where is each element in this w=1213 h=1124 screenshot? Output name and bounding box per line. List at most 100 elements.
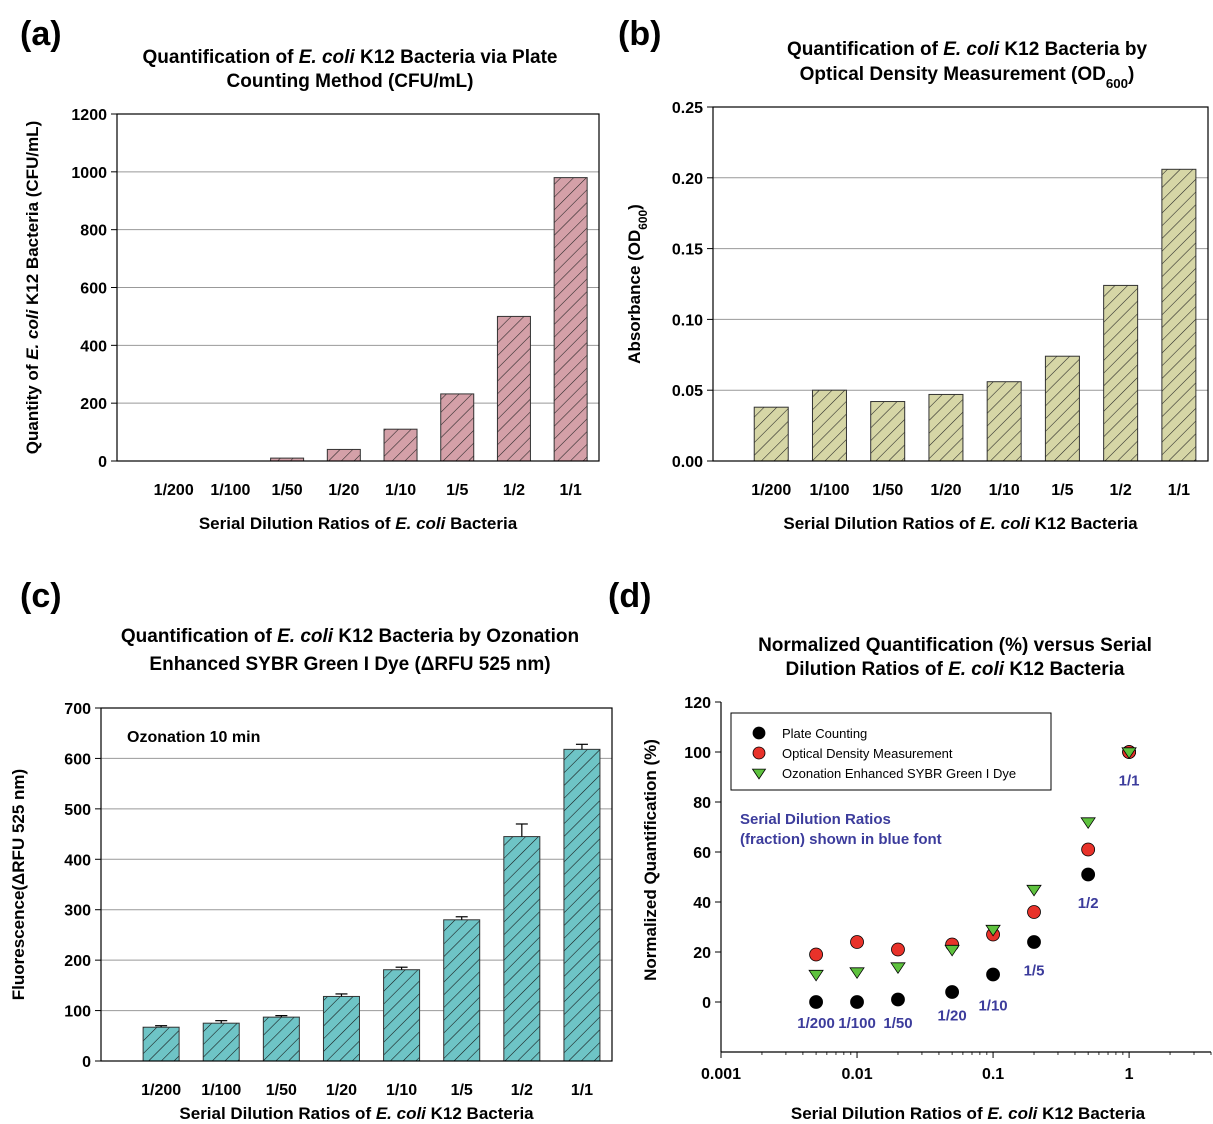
legend-label: Ozonation Enhanced SYBR Green I Dye <box>782 766 1016 781</box>
x-tick-label: 1/1 <box>1168 482 1190 499</box>
panel-label-d: (d) <box>608 577 651 615</box>
bar <box>383 428 418 462</box>
chart-b: Quantification of E. coli K12 Bacteria b… <box>625 39 1209 533</box>
x-tick-label: 1/200 <box>141 1082 181 1099</box>
x-tick-label: 1/1 <box>560 482 582 499</box>
data-point-circle <box>1027 905 1041 919</box>
x-axis-label-part: Serial Dilution Ratios of <box>783 514 979 533</box>
x-axis-label: Serial Dilution Ratios of E. coli K12 Ba… <box>783 514 1138 533</box>
y-axis-label-part: Fluorescence(ΔRFU 525 nm) <box>9 769 28 1000</box>
x-tick-label: 0.001 <box>701 1066 741 1083</box>
data-point-circle <box>850 935 864 949</box>
chart-title-part: Enhanced SYBR Green I Dye (ΔRFU 525 nm) <box>149 654 550 675</box>
x-axis-label-part: Serial Dilution Ratios of <box>199 514 395 533</box>
x-tick-label: 1/50 <box>266 1082 297 1099</box>
chart-title: Optical Density Measurement (OD600) <box>800 64 1135 91</box>
y-tick-label: 500 <box>64 802 91 819</box>
legend-label: Optical Density Measurement <box>782 746 953 761</box>
chart-title-part: Counting Method (CFU/mL) <box>227 71 474 92</box>
chart-d: Normalized Quantification (%) versus Ser… <box>641 635 1212 1123</box>
x-tick-label: 1/50 <box>272 482 303 499</box>
legend-label: Plate Counting <box>782 726 867 741</box>
x-tick-label: 1/1 <box>571 1082 593 1099</box>
legend-marker <box>751 768 767 780</box>
annotation: Serial Dilution Ratios <box>740 811 891 828</box>
x-tick-label: 1/5 <box>451 1082 473 1099</box>
y-axis-label-part: K12 Bacteria (CFU/mL) <box>23 121 42 310</box>
x-tick-label: 1/20 <box>328 482 359 499</box>
bar <box>503 836 541 1062</box>
dilution-label: 1/20 <box>938 1008 967 1025</box>
x-axis-label-part: K12 Bacteria <box>426 1104 534 1123</box>
panel-label-c: (c) <box>20 577 62 615</box>
y-tick-label: 60 <box>693 845 711 862</box>
x-tick-label: 1/50 <box>872 482 903 499</box>
y-tick-label: 120 <box>684 695 711 712</box>
chart-title-part: E. coli <box>299 47 356 68</box>
y-axis-label: Quantity of E. coli K12 Bacteria (CFU/mL… <box>23 121 42 454</box>
y-axis-label-part: 600 <box>636 209 650 229</box>
y-tick-label: 0.05 <box>672 383 703 400</box>
x-axis-label-part: Serial Dilution Ratios of <box>179 1104 375 1123</box>
bar <box>262 1016 300 1062</box>
chart-title: Normalized Quantification (%) versus Ser… <box>758 635 1152 656</box>
chart-title-part: 600 <box>1106 76 1128 91</box>
bar <box>986 381 1022 462</box>
y-axis-label-part: Absorbance (OD <box>625 230 644 364</box>
y-tick-label: 40 <box>693 895 711 912</box>
plot-frame <box>116 113 600 462</box>
data-point-triangle-down <box>985 924 1001 937</box>
bar <box>440 393 475 462</box>
chart-c: Quantification of E. coli K12 Bacteria b… <box>9 626 613 1123</box>
chart-title-part: K12 Bacteria via Plate <box>355 47 558 68</box>
y-tick-label: 600 <box>80 281 107 298</box>
bar <box>1044 355 1080 462</box>
plot-frame <box>712 106 1209 462</box>
panel-label-a: (a) <box>20 15 62 53</box>
dilution-label: 1/1 <box>1119 773 1140 790</box>
data-point-triangle-down <box>944 944 960 957</box>
data-point-circle <box>986 967 1000 982</box>
y-axis-label-part: ) <box>625 204 644 210</box>
bar <box>1161 168 1197 462</box>
data-point-triangle-down <box>1080 817 1096 830</box>
bar <box>553 177 588 462</box>
y-tick-label: 0 <box>98 454 107 471</box>
x-tick-label: 1/10 <box>385 482 416 499</box>
x-tick-label: 1/20 <box>930 482 961 499</box>
chart-title: Quantification of E. coli K12 Bacteria v… <box>143 47 558 68</box>
data-point-circle <box>945 985 960 999</box>
data-point-circle <box>1027 935 1041 949</box>
y-tick-label: 0.00 <box>672 454 703 471</box>
chart-title-part: E. coli <box>943 39 1000 60</box>
y-axis-label: Fluorescence(ΔRFU 525 nm) <box>9 769 28 1000</box>
data-point-circle <box>809 995 823 1009</box>
bar <box>142 1026 180 1062</box>
y-tick-label: 0.10 <box>672 312 703 329</box>
y-axis-label: Absorbance (OD600) <box>625 204 650 364</box>
y-tick-label: 0.20 <box>672 171 703 188</box>
x-tick-label: 1/10 <box>989 482 1020 499</box>
x-tick-label: 1/200 <box>751 482 791 499</box>
x-tick-label: 1/5 <box>446 482 468 499</box>
x-tick-label: 1/2 <box>1110 482 1132 499</box>
y-axis-label-part: Normalized Quantification (%) <box>641 739 660 981</box>
annotation: Ozonation 10 min <box>127 729 260 746</box>
bar <box>202 1022 240 1062</box>
x-tick-label: 1/100 <box>210 482 250 499</box>
chart-title-part: Normalized Quantification (%) versus Ser… <box>758 635 1152 656</box>
chart-title: Dilution Ratios of E. coli K12 Bacteria <box>786 659 1125 680</box>
data-point-triangle-down <box>1121 747 1137 760</box>
y-tick-label: 100 <box>684 745 711 762</box>
y-tick-label: 0 <box>702 995 711 1012</box>
y-tick-label: 700 <box>64 701 91 718</box>
y-tick-label: 0.15 <box>672 242 703 259</box>
y-axis-label: Normalized Quantification (%) <box>641 739 660 981</box>
x-axis-label: Serial Dilution Ratios of E. coli K12 Ba… <box>791 1104 1146 1123</box>
x-axis-label-part: Bacteria <box>445 514 517 533</box>
y-tick-label: 400 <box>64 852 91 869</box>
chart-title: Quantification of E. coli K12 Bacteria b… <box>787 39 1147 60</box>
x-tick-label: 1/2 <box>511 1082 533 1099</box>
y-axis-label-part: E. coli <box>23 308 42 359</box>
y-tick-label: 1200 <box>71 107 107 124</box>
